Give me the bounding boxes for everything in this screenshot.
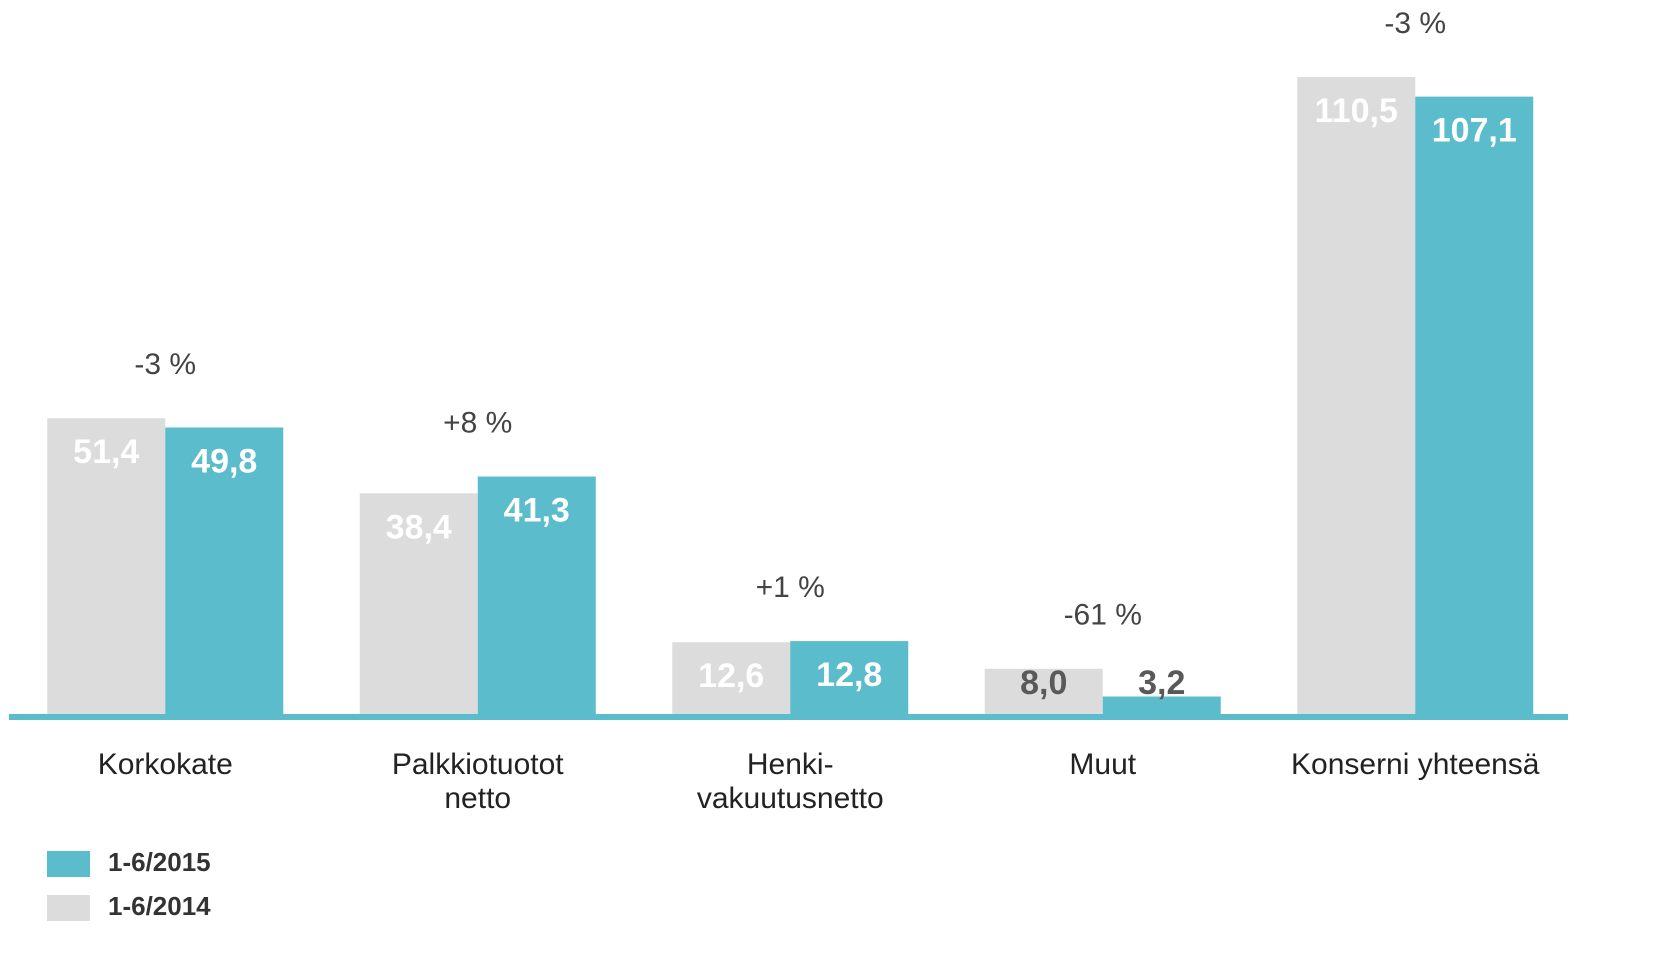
- x-tick-label: Korkokate: [97, 748, 233, 781]
- value-label: 51,4: [73, 433, 139, 471]
- bar: [359, 493, 478, 715]
- legend-label: 1-6/2014: [108, 891, 211, 921]
- bar: [672, 642, 791, 715]
- change-label: -61 %: [1064, 599, 1142, 632]
- legend-swatch: [47, 895, 90, 921]
- bar: [165, 427, 284, 715]
- bar: [1415, 96, 1534, 716]
- value-label: 12,6: [698, 657, 764, 695]
- legend-label: 1-6/2015: [108, 847, 211, 877]
- value-label: 41,3: [504, 492, 570, 530]
- bar: [477, 476, 596, 715]
- x-tick-label: Muut: [1069, 748, 1137, 781]
- value-label: 8,0: [1020, 664, 1067, 702]
- value-label: 110,5: [1315, 92, 1398, 130]
- x-tick-label: Henki- vakuutusnetto: [696, 748, 884, 815]
- x-tick-label: Palkkiotuotot netto: [391, 748, 564, 815]
- change-label: -3 %: [134, 348, 196, 381]
- value-label: 38,4: [386, 508, 452, 546]
- change-label: +8 %: [443, 406, 512, 439]
- bar: [790, 641, 909, 715]
- bar: [47, 418, 166, 715]
- x-tick-label: Konserni yhteensä: [1291, 748, 1540, 781]
- bar: [1102, 696, 1221, 715]
- change-label: -3 %: [1384, 7, 1446, 40]
- value-label: 3,2: [1138, 664, 1185, 702]
- bar: [1297, 77, 1416, 715]
- value-label: 107,1: [1432, 112, 1517, 150]
- value-label: 12,8: [816, 656, 882, 694]
- bar: [984, 668, 1103, 715]
- value-label: 49,8: [191, 442, 257, 480]
- legend-swatch: [47, 851, 90, 877]
- change-label: +1 %: [756, 571, 825, 604]
